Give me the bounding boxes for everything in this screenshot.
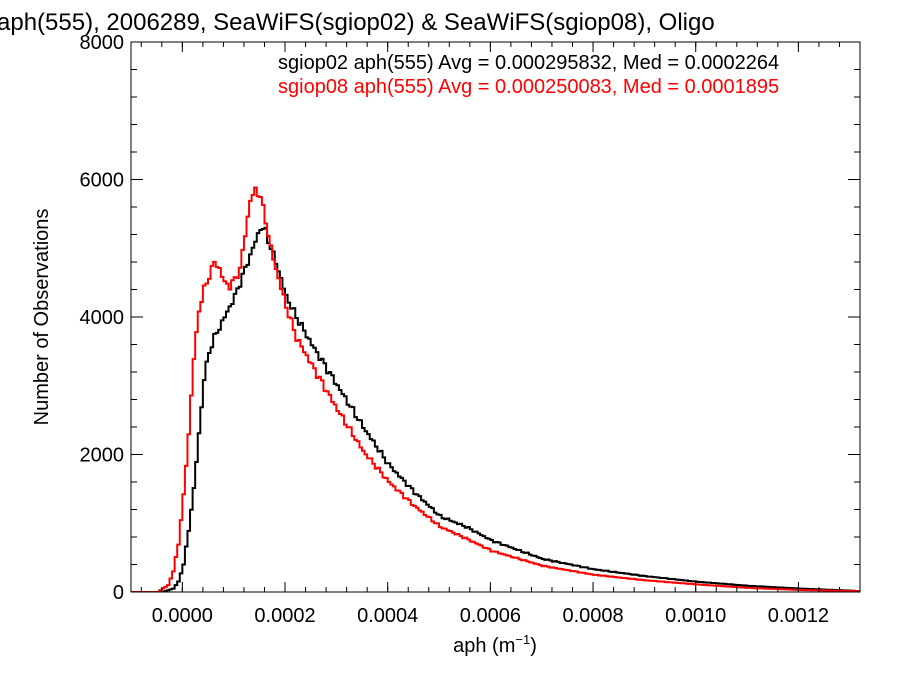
- annotation-sgiop08: sgiop08 aph(555) Avg = 0.000250083, Med …: [278, 76, 779, 98]
- x-tick-label: 0.0008: [562, 605, 623, 627]
- x-tick-label: 0.0006: [460, 605, 521, 627]
- x-tick-label: 0.0002: [254, 605, 315, 627]
- y-tick-label: 2000: [80, 445, 125, 467]
- x-tick-label: 0.0004: [357, 605, 418, 627]
- y-tick-label: 4000: [80, 307, 125, 329]
- series-layer: [131, 186, 860, 592]
- y-tick-label: 0: [113, 582, 124, 604]
- x-tick-label: 0.0010: [665, 605, 726, 627]
- series-line-1: [131, 186, 860, 592]
- x-tick-label: 0.0000: [152, 605, 213, 627]
- y-tick-label: 6000: [80, 170, 125, 192]
- x-axis-label-close: ): [530, 635, 537, 657]
- x-tick-label: 0.0012: [768, 605, 829, 627]
- x-axis-label: aph (m−1): [453, 632, 537, 657]
- x-axis-label-superscript: −1: [515, 632, 530, 647]
- chart-title: aph(555), 2006289, SeaWiFS(sgiop02) & Se…: [0, 9, 715, 36]
- y-tick-label: 8000: [80, 32, 125, 54]
- y-axis-label: Number of Observations: [31, 209, 53, 426]
- plot-frame: [130, 41, 861, 593]
- x-axis-label-main: aph (m: [453, 635, 515, 657]
- annotation-sgiop02: sgiop02 aph(555) Avg = 0.000295832, Med …: [278, 52, 779, 74]
- axis-layer: 0.0000 0.0002 0.0004 0.0006 0.0008 0.0010 0.00…: [80, 32, 860, 627]
- series-line-0: [131, 226, 860, 592]
